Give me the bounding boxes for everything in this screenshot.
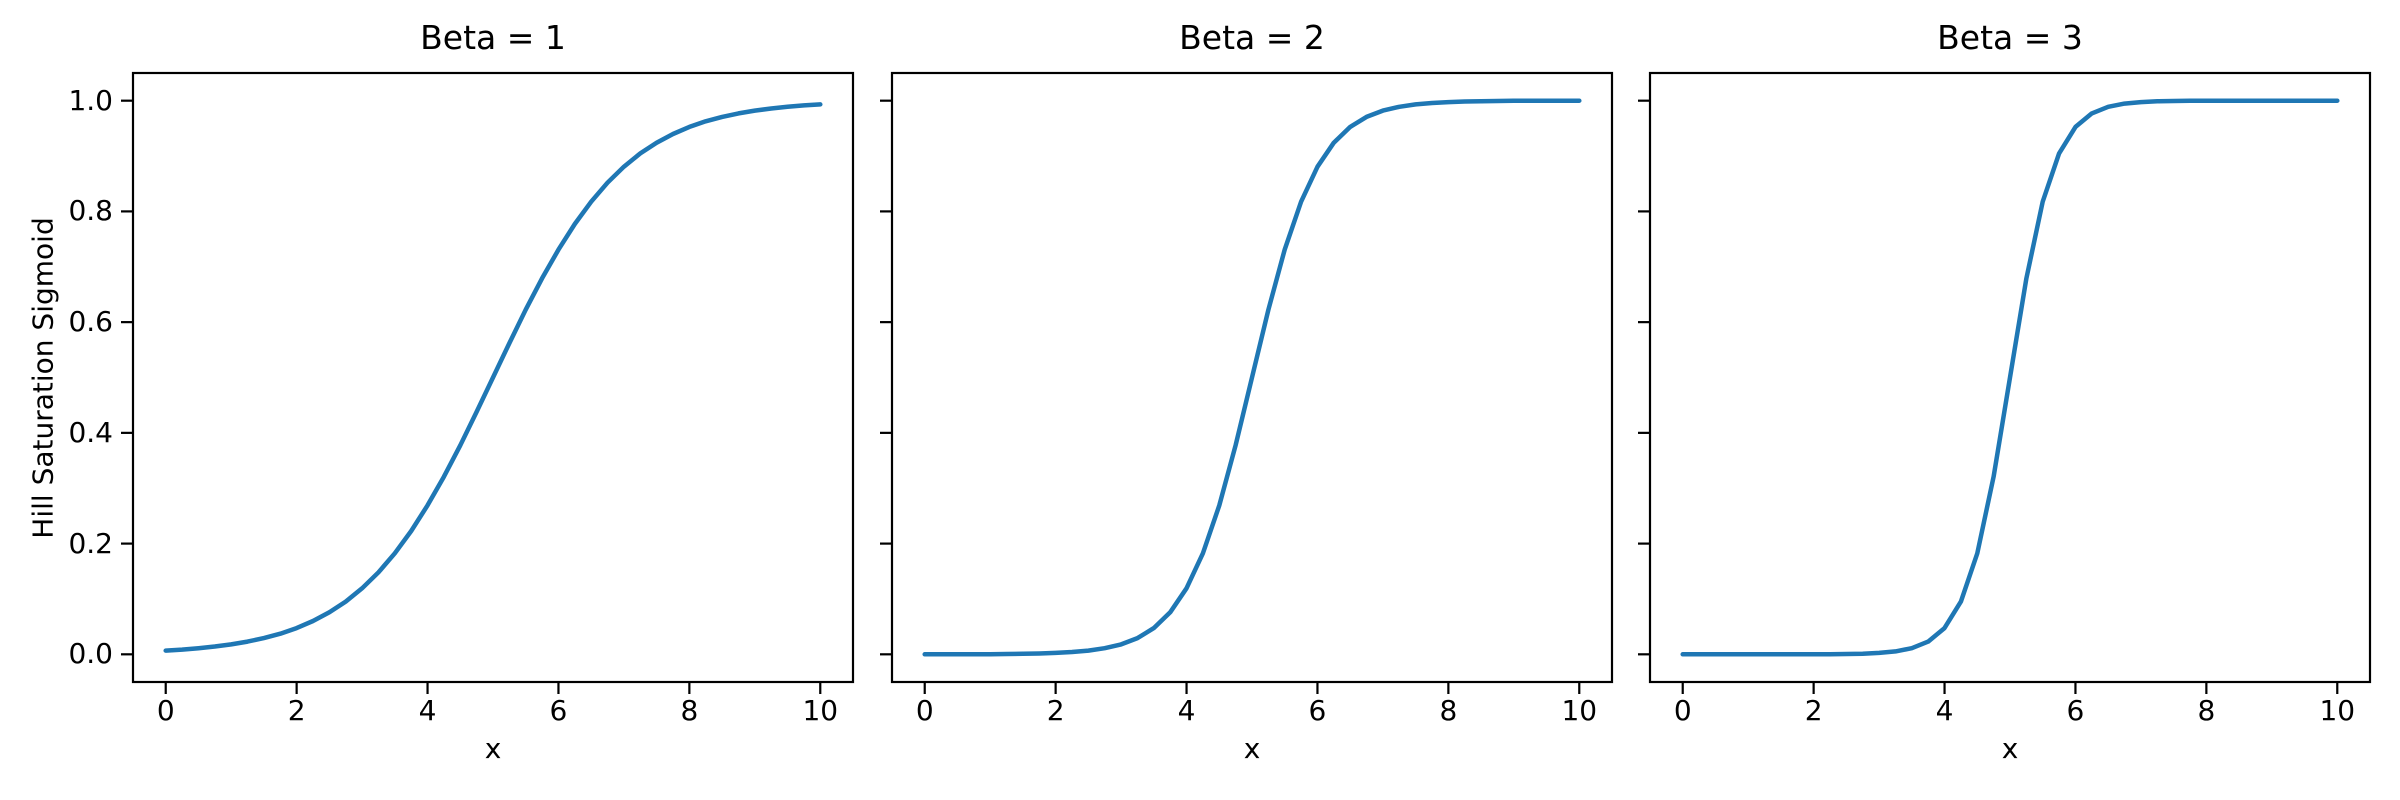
- x-tick-label: 10: [802, 694, 839, 727]
- subplot-beta-2: Beta = 2 x 0 2 4 6 8 10: [880, 18, 1614, 765]
- y-axis-label: Hill Saturation Sigmoid: [26, 217, 60, 539]
- sigmoid-curve: [163, 102, 823, 653]
- plot-area: [1638, 71, 2372, 694]
- x-tick-label: 8: [680, 694, 699, 727]
- x-tick-label: 4: [1935, 694, 1954, 727]
- y-tick-label: 1.0: [68, 83, 113, 117]
- y-tick-label: 0.4: [68, 415, 113, 449]
- x-tick-label: 6: [549, 694, 568, 727]
- x-tick-label: 6: [2066, 694, 2085, 727]
- subplot-title: Beta = 1: [420, 18, 566, 57]
- axes-spines: [131, 71, 855, 684]
- x-tick-label: 2: [1046, 694, 1065, 727]
- x-tick-label: 4: [1177, 694, 1196, 727]
- plot-area: [121, 71, 855, 694]
- axes-spines: [890, 71, 1614, 684]
- subplot-beta-1: Beta = 1 x 0 2 4 6 8 10 0.0 0.2 0.4 0.6 0.8 1.0: [68, 18, 855, 765]
- sigmoid-curve: [922, 98, 1582, 657]
- subplot-title: Beta = 2: [1179, 18, 1325, 57]
- x-tick-label: 2: [1804, 694, 1823, 727]
- axes-spines: [1648, 71, 2372, 684]
- x-tick-label: 10: [1561, 694, 1598, 727]
- x-tick-label: 0: [915, 694, 934, 727]
- x-axis-label: x: [2001, 732, 2019, 765]
- plot-area: [880, 71, 1614, 694]
- x-tick-label: 8: [2197, 694, 2216, 727]
- x-axis-label: x: [1243, 732, 1261, 765]
- x-tick-label: 2: [287, 694, 306, 727]
- x-tick-label: 8: [1439, 694, 1458, 727]
- y-tick-label: 0.8: [68, 194, 113, 228]
- subplot-beta-3: Beta = 3 x 0 2 4 6 8 10: [1638, 18, 2372, 765]
- x-tick-label: 0: [156, 694, 175, 727]
- sigmoid-curve: [1680, 98, 2340, 657]
- x-tick-label: 4: [418, 694, 437, 727]
- y-tick-label: 0.0: [68, 637, 113, 671]
- y-tick-label: 0.2: [68, 526, 113, 560]
- x-axis-label: x: [484, 732, 502, 765]
- subplot-title: Beta = 3: [1937, 18, 2083, 57]
- x-tick-label: 0: [1673, 694, 1692, 727]
- x-tick-label: 6: [1308, 694, 1327, 727]
- x-tick-label: 10: [2319, 694, 2356, 727]
- y-tick-label: 0.6: [68, 305, 113, 339]
